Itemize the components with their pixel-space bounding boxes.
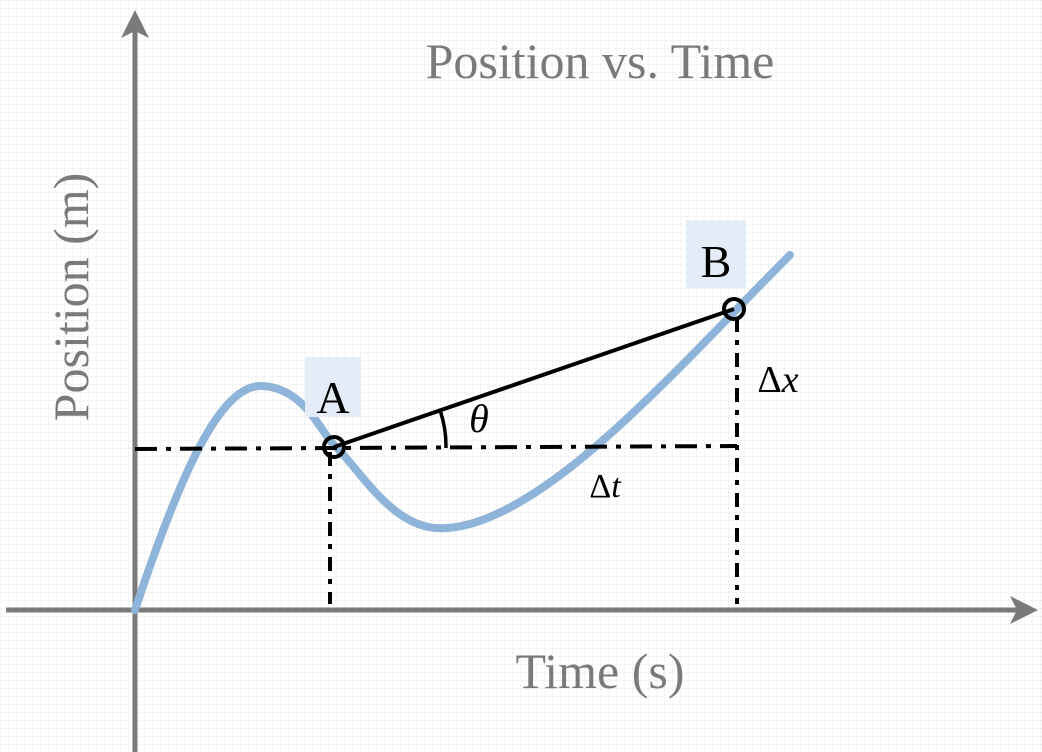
y-axis-arrow-icon xyxy=(121,10,149,38)
secant-line xyxy=(333,307,735,449)
point-b-marker xyxy=(722,297,746,321)
delta-t-variable: t xyxy=(611,468,622,505)
x-axis-arrow-icon xyxy=(1010,596,1038,624)
point-a-label: A xyxy=(316,372,349,423)
delta-t-reference-line xyxy=(134,444,738,451)
theta-arc xyxy=(438,409,448,449)
delta-t-label: Δt xyxy=(589,468,622,505)
delta-x-variable: x xyxy=(781,359,799,401)
point-b-label-highlight xyxy=(686,220,746,288)
x-axis-label: Time (s) xyxy=(515,643,684,699)
axes xyxy=(6,10,1038,752)
point-a-marker xyxy=(322,435,346,459)
position-curve xyxy=(131,251,794,614)
y-axis-label: Position (m) xyxy=(43,173,99,422)
delta-x-label: Δx xyxy=(757,359,798,401)
theta-label: θ xyxy=(469,396,489,441)
point-a-label-highlight xyxy=(305,357,361,417)
diagram-title: Position vs. Time xyxy=(426,33,775,89)
point-b-label: B xyxy=(701,236,732,287)
delta-x-symbol: Δ xyxy=(757,359,781,401)
delta-t-symbol: Δ xyxy=(589,468,611,505)
